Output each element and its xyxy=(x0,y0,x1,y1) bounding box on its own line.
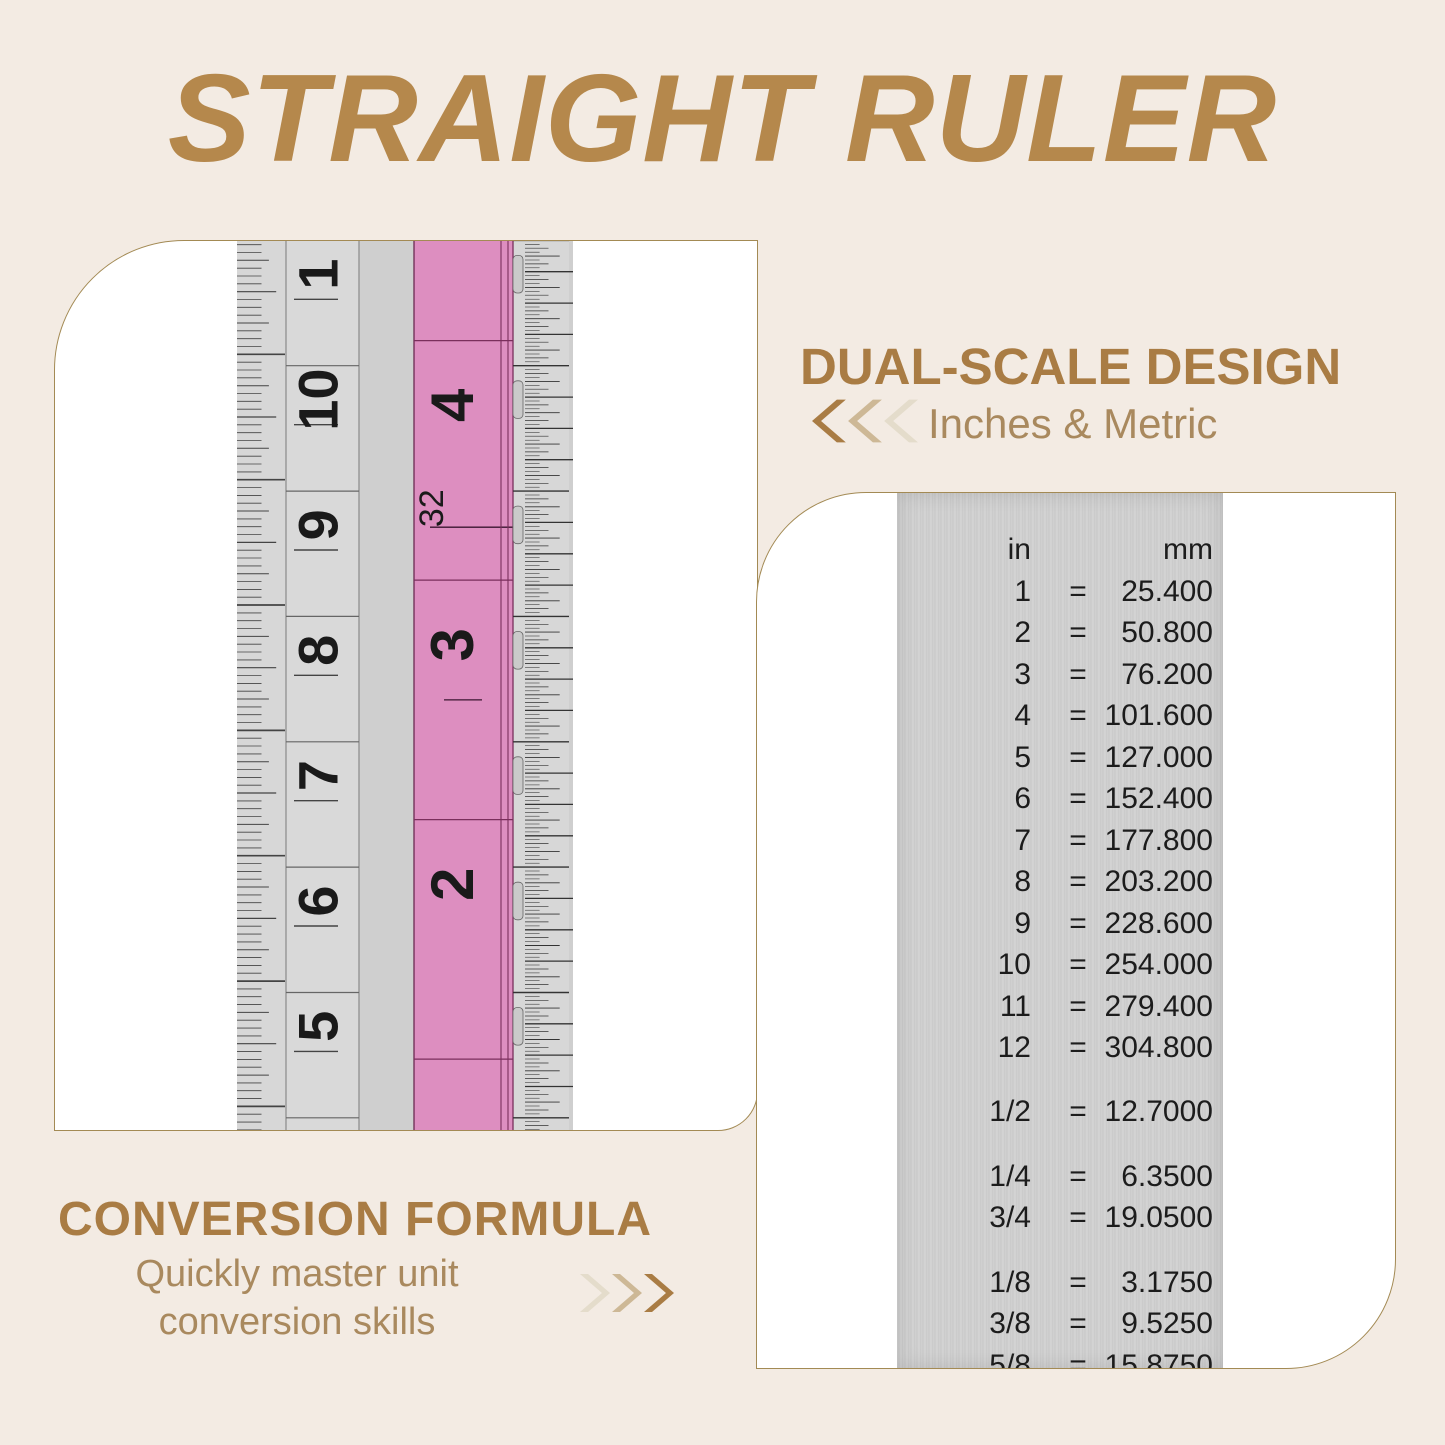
svg-text:10: 10 xyxy=(286,368,349,430)
svg-text:3: 3 xyxy=(419,628,486,661)
svg-text:5: 5 xyxy=(286,1011,349,1042)
svg-text:8: 8 xyxy=(286,635,349,666)
svg-text:7: 7 xyxy=(286,760,349,791)
svg-text:9: 9 xyxy=(286,509,349,540)
svg-text:4: 4 xyxy=(419,388,486,422)
svg-text:1: 1 xyxy=(286,259,349,290)
svg-text:2: 2 xyxy=(419,868,486,901)
svg-text:6: 6 xyxy=(286,885,349,916)
svg-text:32: 32 xyxy=(413,489,451,527)
